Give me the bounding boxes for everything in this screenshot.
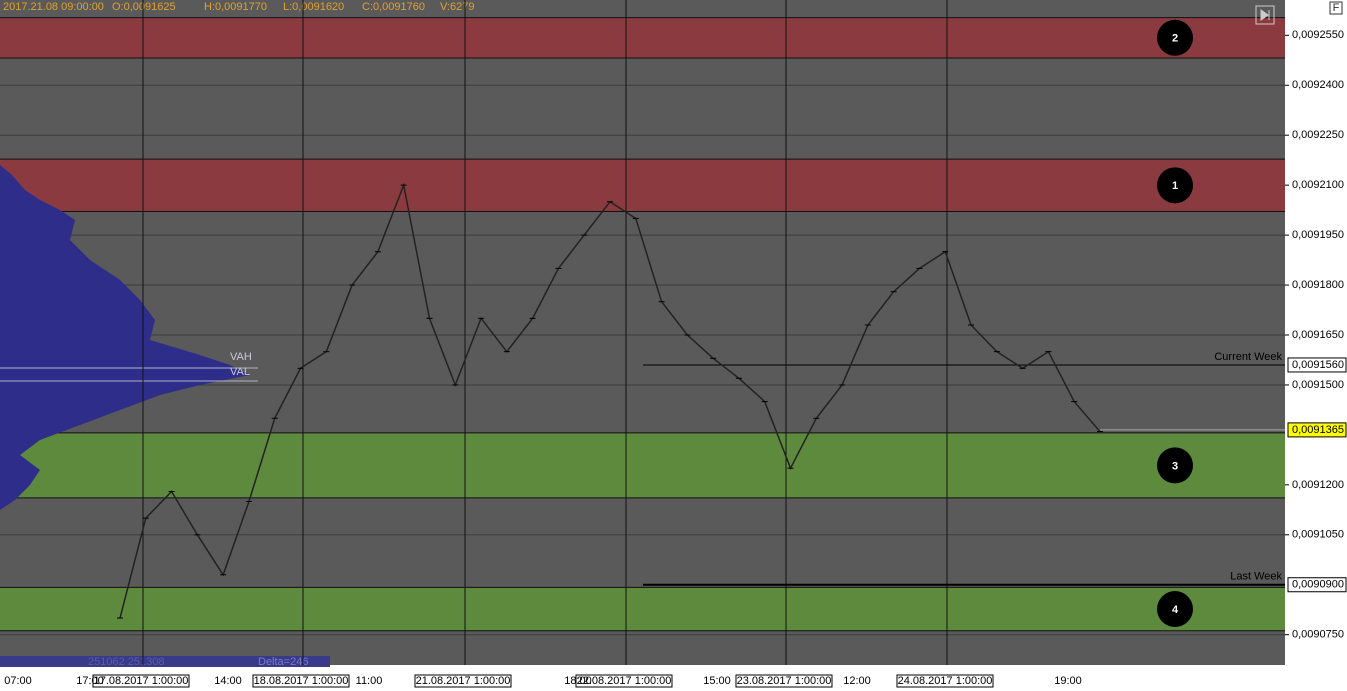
ohlc-info: L:0,0091620	[283, 1, 344, 13]
zone	[0, 432, 1285, 498]
vah-label: VAH	[230, 351, 252, 363]
zone	[0, 587, 1285, 631]
time-label: 17:00	[76, 675, 104, 687]
zone-marker	[1157, 591, 1193, 628]
date-label: 22.08.2017 1:00:00	[577, 675, 672, 687]
scroll-end-icon	[1260, 9, 1270, 21]
ohlc-info: C:0,0091760	[362, 1, 425, 13]
time-label: 07:00	[4, 675, 32, 687]
y-tick-label: 0,0092100	[1292, 179, 1344, 191]
val-label: VAL	[230, 366, 250, 378]
f-button[interactable]	[1329, 1, 1343, 15]
level-name: Last Week	[1230, 571, 1282, 583]
time-label: 19:00	[1054, 675, 1082, 687]
level-price-box	[1287, 577, 1347, 593]
zone-number: 1	[1172, 180, 1178, 192]
zone-marker	[1157, 167, 1193, 204]
zone-number: 3	[1172, 460, 1178, 472]
y-tick-label: 0,0092550	[1292, 29, 1344, 41]
date-label: 23.08.2017 1:00:00	[737, 675, 832, 687]
date-box	[735, 674, 833, 688]
ohlc-info: V:6279	[440, 1, 474, 13]
footer-volume: 251062 251308	[88, 656, 164, 668]
price-axis-panel	[1285, 0, 1347, 691]
date-label: 18.08.2017 1:00:00	[254, 675, 349, 687]
level-price: 0,0090900	[1292, 579, 1344, 591]
date-box	[896, 674, 994, 688]
y-tick-label: 0,0091800	[1292, 279, 1344, 291]
y-tick-label: 0,0091950	[1292, 229, 1344, 241]
level-name: Current Week	[1214, 351, 1282, 363]
level-price: 0,0091560	[1292, 359, 1344, 371]
date-box	[92, 674, 190, 688]
zone-number: 2	[1172, 33, 1178, 45]
ohlc-info: O:0,0091625	[112, 1, 176, 13]
zone-marker	[1157, 447, 1193, 484]
date-label: 21.08.2017 1:00:00	[416, 675, 511, 687]
zone	[0, 17, 1285, 58]
y-tick-label: 0,0091500	[1292, 379, 1344, 391]
y-tick-label: 0,0091200	[1292, 479, 1344, 491]
date-label: 24.08.2017 1:00:00	[898, 675, 993, 687]
footer-delta: Delta=246	[258, 656, 308, 668]
time-label: 11:00	[356, 675, 383, 687]
level-price-box	[1287, 357, 1347, 373]
ohlc-info: H:0,0091770	[204, 1, 267, 13]
date-box	[575, 674, 673, 688]
zone	[0, 159, 1285, 212]
time-label: 14:00	[214, 675, 242, 687]
volume-profile	[0, 165, 250, 510]
y-tick-label: 0,0092250	[1292, 129, 1344, 141]
time-label: 18:00	[564, 675, 592, 687]
y-tick-label: 0,0091650	[1292, 329, 1344, 341]
scroll-end-button[interactable]	[1255, 5, 1275, 25]
y-tick-label: 0,0091050	[1292, 529, 1344, 541]
current-price: 0,0091365	[1292, 424, 1344, 436]
footer-bar	[0, 656, 330, 667]
y-tick-label: 0,0092400	[1292, 79, 1344, 91]
f-button-icon: F	[1333, 2, 1340, 14]
zone-marker	[1157, 19, 1193, 56]
date-box	[252, 674, 350, 688]
zone-number: 4	[1172, 604, 1179, 616]
y-tick-label: 0,0090750	[1292, 629, 1344, 641]
ohlc-info: 2017.21.08 09:00:00	[3, 1, 104, 13]
date-label: 17.08.2017 1:00:00	[94, 675, 189, 687]
time-label: 12:00	[843, 675, 871, 687]
current-price-box	[1287, 422, 1347, 438]
time-label: 15:00	[703, 675, 731, 687]
date-box	[414, 674, 512, 688]
